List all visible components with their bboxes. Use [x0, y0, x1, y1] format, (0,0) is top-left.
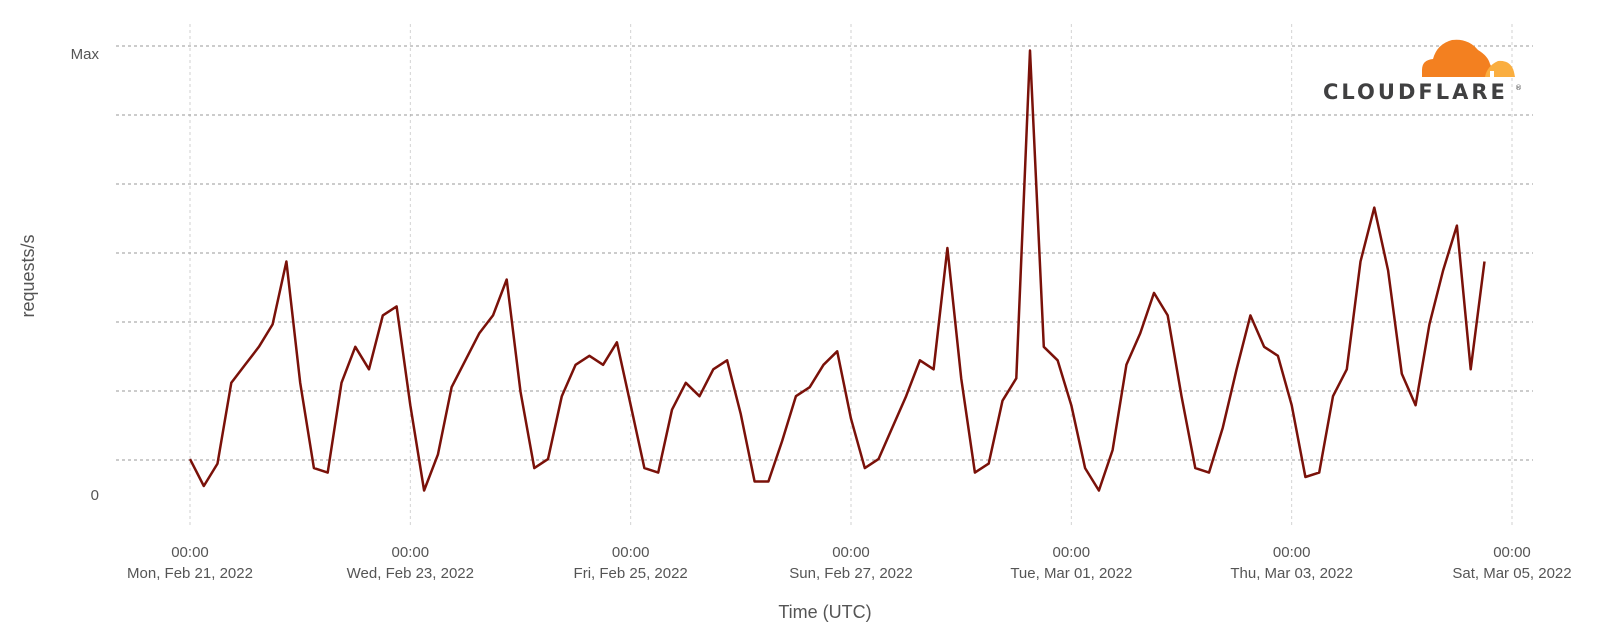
vertical-gridlines: [189, 24, 1513, 527]
cloudflare-cloud-icon: [1422, 39, 1515, 77]
x-tick-date: Sat, Mar 05, 2022: [1452, 565, 1571, 582]
series-layer: [188, 49, 1486, 492]
x-tick-time: 00:00: [1493, 544, 1531, 561]
registered-mark: ®: [1515, 84, 1522, 92]
y-axis-tick-labels: Max 0: [71, 46, 100, 504]
x-tick-date: Wed, Feb 23, 2022: [347, 565, 474, 582]
y-tick-label-max: Max: [71, 46, 100, 63]
y-axis-title: requests/s: [18, 234, 38, 317]
x-tick-date: Sun, Feb 27, 2022: [789, 565, 912, 582]
cloudflare-wordmark: CLOUDFLARE: [1323, 80, 1508, 104]
horizontal-gridlines: [116, 45, 1533, 461]
requests-series-line: [188, 49, 1486, 492]
x-tick-time: 00:00: [1053, 544, 1091, 561]
x-tick-time: 00:00: [832, 544, 870, 561]
x-tick-time: 00:00: [612, 544, 650, 561]
x-tick-date: Mon, Feb 21, 2022: [127, 565, 253, 582]
x-tick-date: Tue, Mar 01, 2022: [1010, 565, 1132, 582]
x-tick-time: 00:00: [1273, 544, 1311, 561]
x-tick-time: 00:00: [171, 544, 209, 561]
cloudflare-logo: CLOUDFLARE ®: [1323, 39, 1522, 104]
x-tick-time: 00:00: [392, 544, 430, 561]
x-axis-tick-labels: 00:00 Mon, Feb 21, 2022 00:00 Wed, Feb 23, …: [127, 544, 1572, 582]
x-tick-date: Thu, Mar 03, 2022: [1230, 565, 1353, 582]
x-tick-date: Fri, Feb 25, 2022: [574, 565, 688, 582]
y-tick-label-zero: 0: [91, 487, 99, 504]
x-axis-title: Time (UTC): [778, 602, 871, 622]
